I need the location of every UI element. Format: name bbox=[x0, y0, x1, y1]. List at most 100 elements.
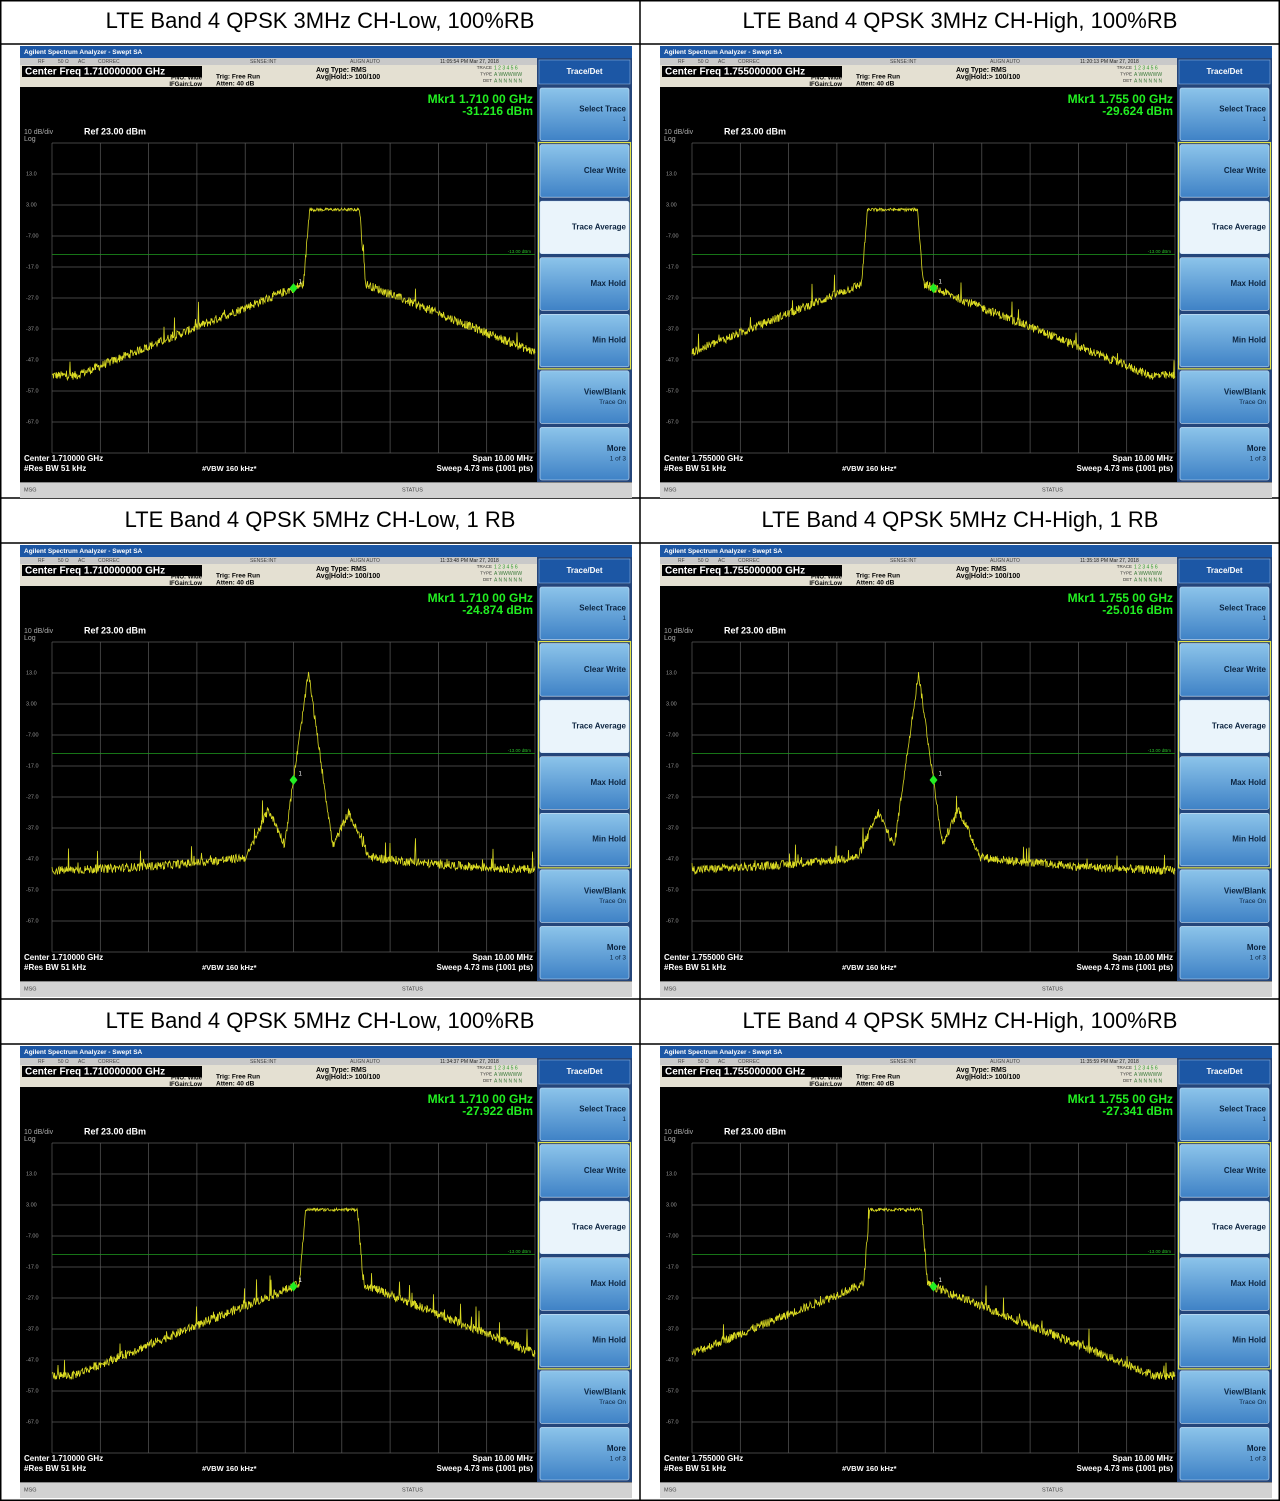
timestamp: 11:20:13 PM Mar 27, 2018 bbox=[1080, 59, 1139, 65]
screen-bg bbox=[20, 1046, 632, 1498]
softkey bbox=[1179, 812, 1270, 867]
softkey-label: More bbox=[607, 444, 627, 453]
center-freq: Center Freq 1.710000000 GHz bbox=[25, 67, 165, 78]
center: Center 1.755000 GHz bbox=[664, 454, 743, 463]
app-title: Agilent Spectrum Analyzer - Swept SA bbox=[664, 49, 783, 56]
analyzer-screenshot: Agilent Spectrum Analyzer - Swept SA RF 50… bbox=[20, 46, 632, 498]
softkey-group-frame bbox=[537, 141, 632, 370]
softkey bbox=[539, 427, 630, 481]
softkey-group-frame bbox=[1177, 141, 1272, 370]
y-label: -57.0 bbox=[26, 887, 39, 893]
trace-value: A WWWWW bbox=[494, 1072, 522, 1078]
softkey bbox=[539, 257, 630, 311]
y-label: -67.0 bbox=[26, 1419, 39, 1425]
marker bbox=[289, 1281, 298, 1292]
y-label: -27.0 bbox=[666, 794, 679, 800]
softkey-label: Trace Average bbox=[572, 722, 627, 731]
atten: Atten: 40 dB bbox=[856, 81, 895, 88]
softkey-label: Select Trace bbox=[579, 603, 626, 612]
softkey-label: Trace Average bbox=[1212, 223, 1267, 232]
atten: Atten: 40 dB bbox=[856, 580, 895, 587]
trace-label: DET bbox=[1123, 78, 1132, 83]
y-label: -47.0 bbox=[26, 357, 39, 363]
trace-value: A N N N N N bbox=[494, 1078, 522, 1084]
y-label: 13.0 bbox=[26, 171, 37, 177]
vbw: #VBW 160 kHz* bbox=[842, 1464, 897, 1473]
sense: SENSE:INT bbox=[250, 558, 276, 564]
center-freq: Center Freq 1.755000000 GHz bbox=[665, 67, 805, 78]
softkey-sub: 1 bbox=[1262, 116, 1266, 123]
caption: LTE Band 4 QPSK 5MHz CH-High, 100%RB bbox=[743, 1008, 1178, 1033]
y-label: -47.0 bbox=[26, 856, 39, 862]
trace-value: 1 2 3 4 5 6 bbox=[1134, 1065, 1158, 1071]
softkey-sub: 1 bbox=[622, 116, 626, 123]
y-label: 3.00 bbox=[26, 202, 37, 208]
trace-label: TYPE bbox=[480, 571, 492, 576]
analyzer-screenshot: Agilent Spectrum Analyzer - Swept SA RF 50… bbox=[20, 1046, 632, 1498]
status-bar bbox=[20, 981, 632, 997]
sense: SENSE:INT bbox=[890, 1059, 916, 1065]
trig: Trig: Free Run bbox=[216, 1074, 260, 1081]
softkey bbox=[539, 1313, 630, 1368]
marker-freq: Mkr1 1.755 00 GHz bbox=[1068, 1092, 1173, 1106]
softkey-label: View/Blank bbox=[1224, 387, 1267, 396]
caption: LTE Band 4 QPSK 3MHz CH-Low, 100%RB bbox=[106, 8, 535, 33]
y-label: -27.0 bbox=[666, 1295, 679, 1301]
status-flag: CORREC bbox=[98, 1059, 120, 1065]
span: Span 10.00 MHz bbox=[1113, 953, 1173, 962]
softkey-header-label: Trace/Det bbox=[1206, 67, 1242, 76]
res-bw: #Res BW 51 kHz bbox=[664, 963, 726, 972]
marker-number: 1 bbox=[939, 772, 943, 778]
msg: MSG bbox=[24, 487, 37, 493]
softkey bbox=[539, 1427, 630, 1481]
sweep: Sweep 4.73 ms (1001 pts) bbox=[1077, 963, 1174, 972]
status-flag: 50 Ω bbox=[698, 59, 709, 65]
span: Span 10.00 MHz bbox=[473, 953, 533, 962]
softkey-header-label: Trace/Det bbox=[566, 67, 602, 76]
y-label: 3.00 bbox=[666, 202, 677, 208]
center-freq: Center Freq 1.710000000 GHz bbox=[25, 566, 165, 577]
center-freq-box bbox=[22, 565, 202, 576]
status-flag: AC bbox=[78, 59, 85, 65]
softkey-sub: Trace On bbox=[1239, 1399, 1266, 1406]
avg-hold: Avg|Hold:> 100/100 bbox=[956, 74, 1020, 81]
softkey-label: Select Trace bbox=[1219, 1104, 1266, 1113]
res-bw: #Res BW 51 kHz bbox=[24, 464, 86, 473]
flag-row bbox=[20, 1058, 537, 1065]
softkey bbox=[539, 87, 630, 141]
status-flag: 50 Ω bbox=[58, 558, 69, 564]
limit-label: -13.00 dBm bbox=[1148, 249, 1172, 254]
analyzer-screenshot: Agilent Spectrum Analyzer - Swept SA RF 50… bbox=[660, 545, 1272, 997]
softkey-label: More bbox=[1247, 943, 1267, 952]
softkey bbox=[1179, 699, 1270, 754]
status-flag: CORREC bbox=[738, 59, 760, 65]
status-flag: 50 Ω bbox=[58, 59, 69, 65]
sense: SENSE:INT bbox=[890, 558, 916, 564]
y-label: -17.0 bbox=[26, 1264, 39, 1270]
y-label: -37.0 bbox=[666, 825, 679, 831]
softkey-label: Clear Write bbox=[584, 1166, 627, 1175]
trace-label: TRACE bbox=[477, 564, 492, 569]
softkey bbox=[539, 144, 630, 198]
flag-row bbox=[660, 58, 1177, 65]
softkey-sub: 1 of 3 bbox=[610, 1455, 627, 1462]
y-label: -17.0 bbox=[666, 264, 679, 270]
screen-bg bbox=[660, 545, 1272, 997]
status-flag: RF bbox=[38, 1059, 45, 1065]
app-title: Agilent Spectrum Analyzer - Swept SA bbox=[664, 1049, 783, 1056]
status-flag: AC bbox=[78, 558, 85, 564]
softkey bbox=[539, 643, 630, 697]
marker-number: 1 bbox=[939, 280, 943, 286]
softkey-label: Max Hold bbox=[590, 279, 626, 288]
scale: 10 dB/div bbox=[664, 1129, 694, 1136]
center: Center 1.755000 GHz bbox=[664, 1454, 743, 1463]
sweep: Sweep 4.73 ms (1001 pts) bbox=[1077, 1464, 1174, 1473]
y-label: -57.0 bbox=[666, 388, 679, 394]
sense: SENSE:INT bbox=[250, 1059, 276, 1065]
screen-bg bbox=[660, 46, 1272, 498]
msg: MSG bbox=[24, 986, 37, 992]
marker-level: -27.922 dBm bbox=[462, 1104, 533, 1118]
center-freq: Center Freq 1.755000000 GHz bbox=[665, 566, 805, 577]
span: Span 10.00 MHz bbox=[1113, 1454, 1173, 1463]
